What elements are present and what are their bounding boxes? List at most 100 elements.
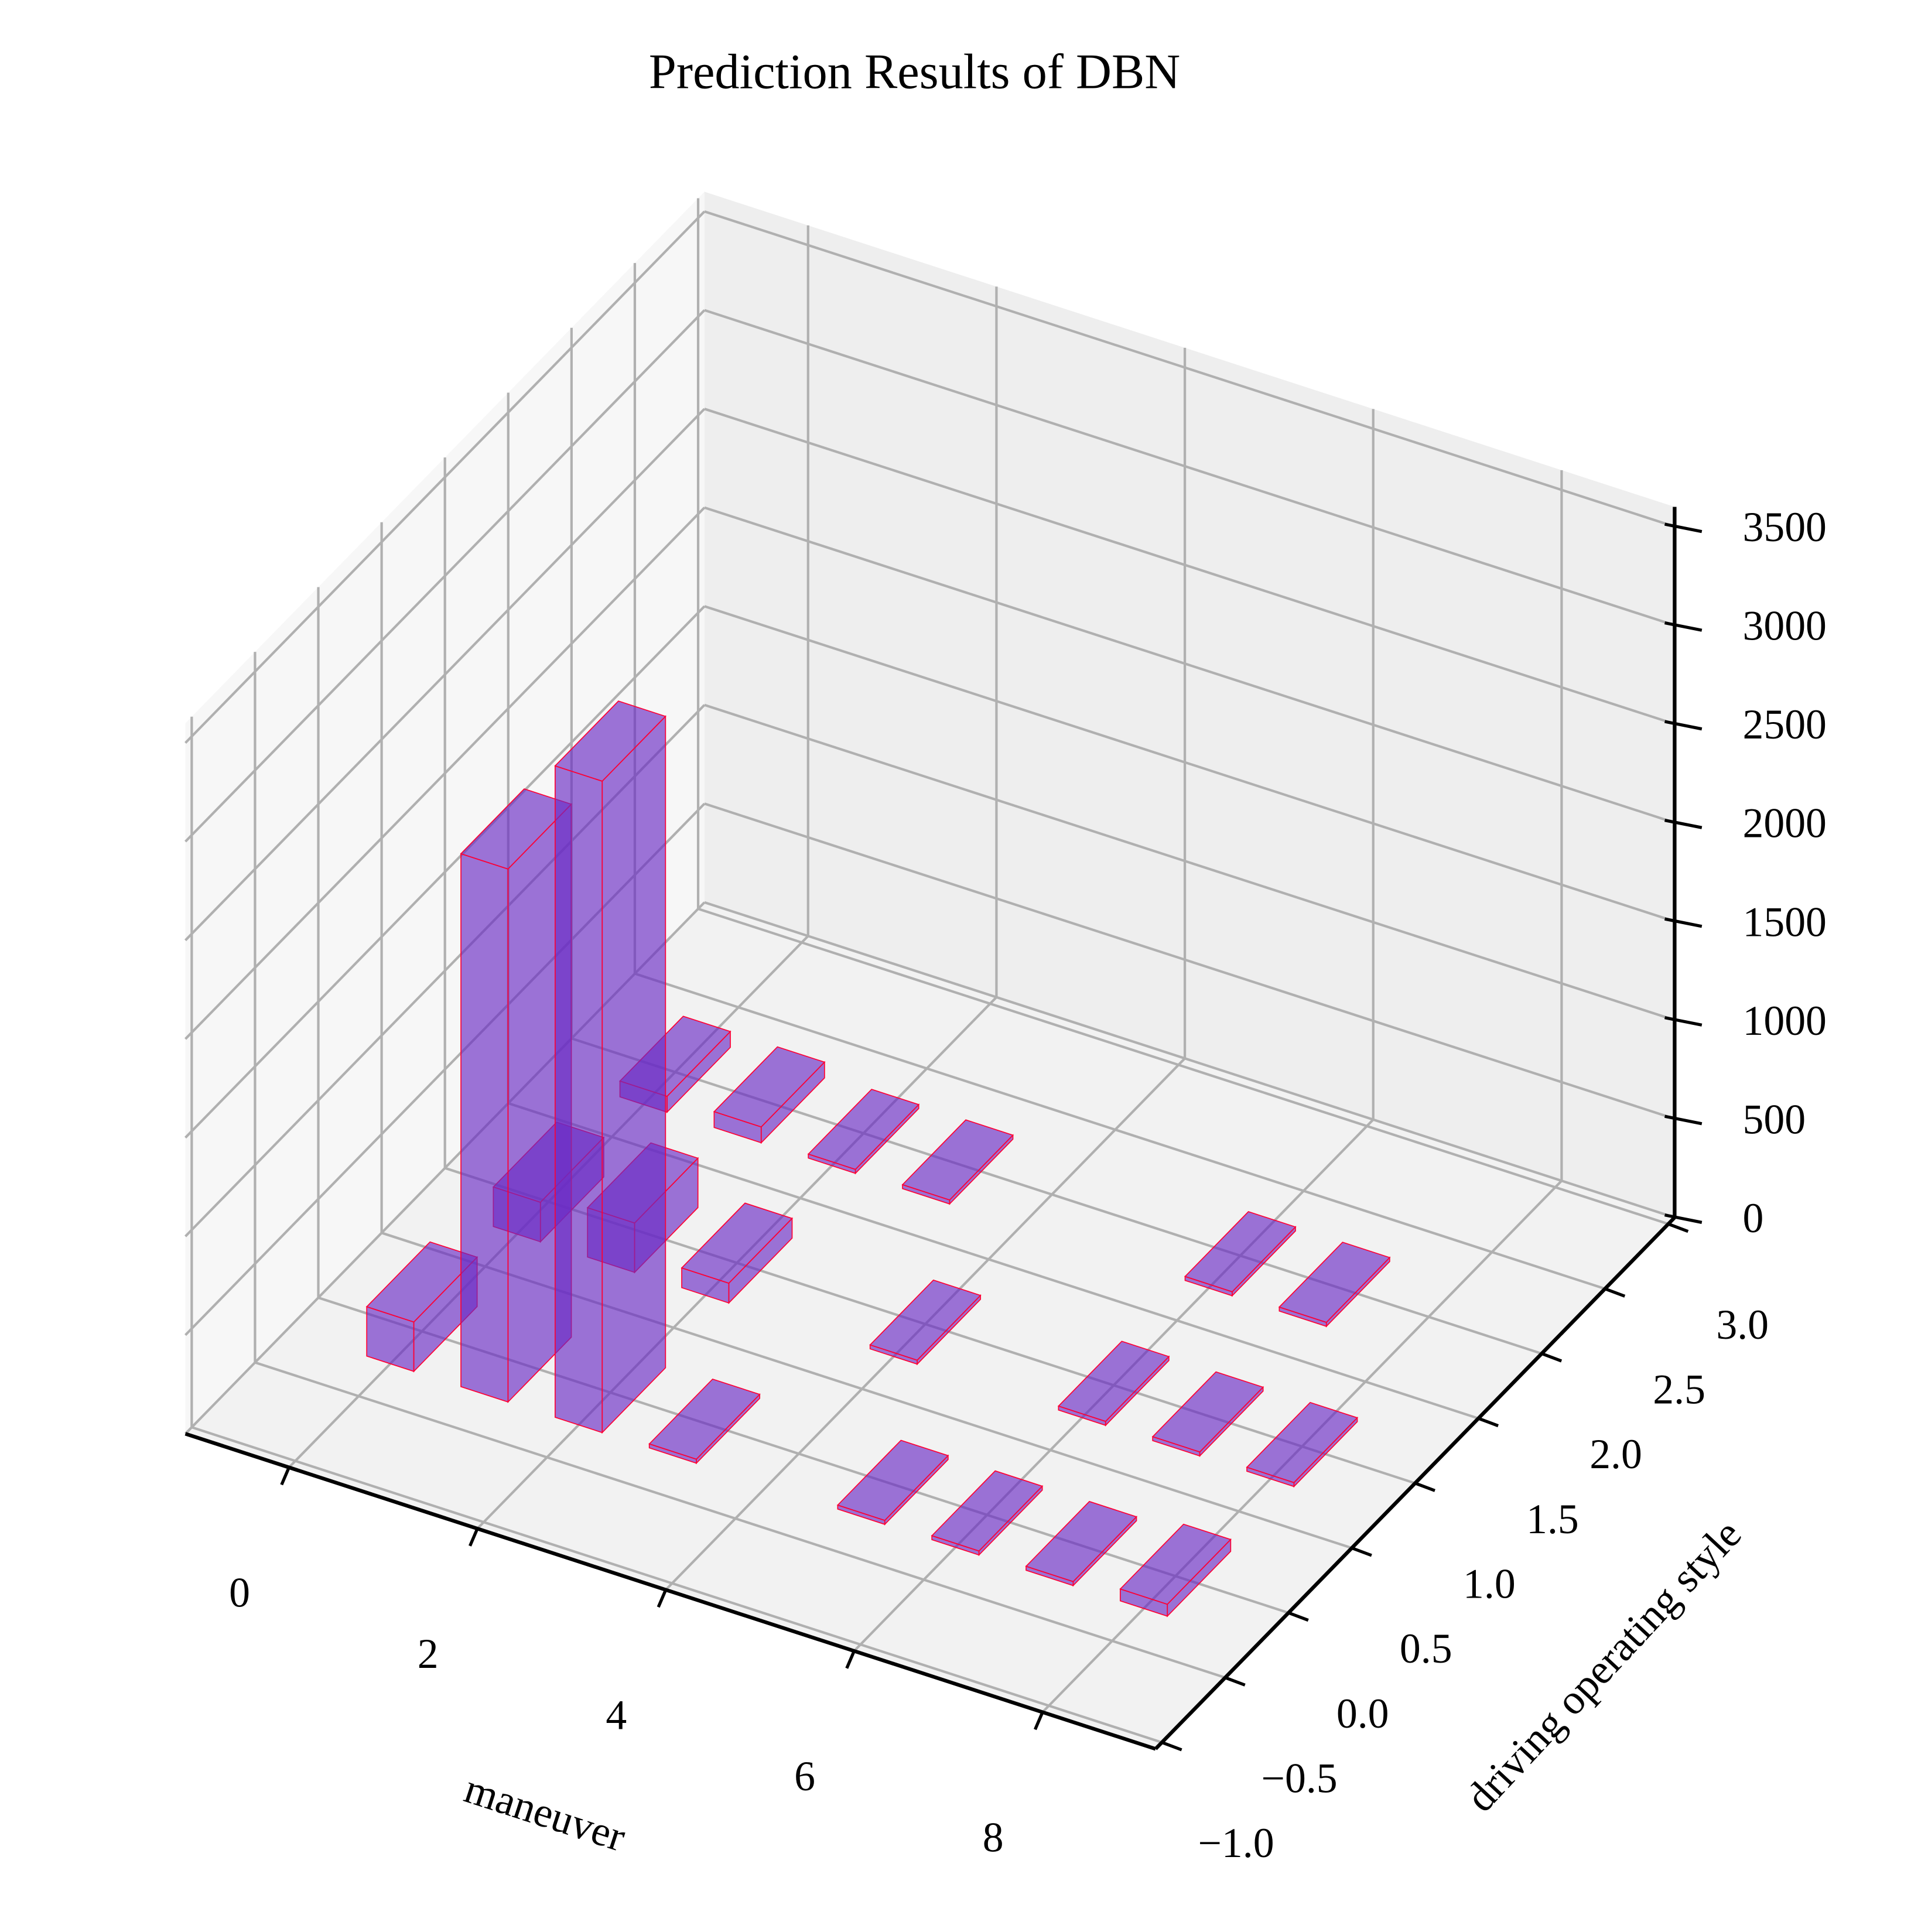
bar-face <box>460 853 509 1403</box>
bar <box>648 1378 761 1465</box>
y-tick-label: 0.0 <box>1336 1690 1389 1737</box>
grid-line <box>704 506 1676 824</box>
y-tick <box>1667 1222 1689 1233</box>
bar-face <box>601 715 666 1434</box>
z-tick-label: 1500 <box>1742 898 1826 945</box>
bar-face <box>1184 1211 1297 1292</box>
bar-face <box>931 1470 1044 1552</box>
y-tick <box>1414 1482 1435 1492</box>
bar-face <box>1278 1242 1391 1324</box>
z-tick <box>1664 917 1703 928</box>
x-tick <box>1034 1711 1044 1731</box>
bar <box>1278 1242 1391 1328</box>
bar <box>554 700 666 1434</box>
y-tick <box>1225 1676 1246 1687</box>
grid-line <box>704 309 1676 627</box>
bar-face <box>869 1279 982 1361</box>
grid-line <box>704 802 1676 1120</box>
z-tick-label: 3500 <box>1742 504 1826 550</box>
bar-face <box>554 700 666 782</box>
bar <box>931 1470 1044 1557</box>
z-tick <box>1664 522 1703 534</box>
y-tick-label: −0.5 <box>1262 1755 1338 1801</box>
grid-line <box>184 408 706 942</box>
x-tick-label: 6 <box>794 1753 815 1800</box>
bar-face <box>836 1439 949 1521</box>
x-tick-label: 2 <box>418 1630 439 1677</box>
grid-line <box>184 309 706 843</box>
y-tick <box>1351 1546 1372 1557</box>
bar <box>1184 1211 1297 1297</box>
z-tick-label: 2000 <box>1742 800 1826 847</box>
grid-line <box>704 703 1676 1021</box>
bar <box>869 1279 982 1366</box>
bar <box>1057 1341 1170 1427</box>
z-tick-label: 500 <box>1742 1096 1806 1143</box>
z-tick-label: 2500 <box>1742 701 1826 748</box>
grid-line <box>704 210 1676 528</box>
bar <box>681 1202 794 1304</box>
grid-line <box>698 907 1669 1226</box>
bar-face <box>713 1046 826 1128</box>
bar <box>807 1089 920 1175</box>
z-tick <box>1664 1114 1703 1126</box>
bar <box>1151 1371 1264 1458</box>
y-axis-label: driving operating style <box>1457 1510 1750 1821</box>
grid-line <box>571 1037 1543 1355</box>
grid-line <box>184 507 706 1040</box>
bar-face <box>1151 1371 1264 1453</box>
x-tick <box>469 1528 479 1547</box>
x-tick <box>280 1466 290 1486</box>
x-tick <box>845 1650 856 1669</box>
z-tick <box>1664 720 1703 731</box>
z-tick <box>1664 1016 1703 1027</box>
y-tick-label: 3.0 <box>1716 1301 1769 1348</box>
z-tick <box>1664 819 1703 829</box>
grid-line <box>704 408 1676 726</box>
x-axis-label: maneuver <box>459 1765 631 1861</box>
z-tick-label: 3000 <box>1742 603 1826 649</box>
y-tick-label: 1.5 <box>1526 1496 1579 1543</box>
grid-line <box>704 605 1676 923</box>
y-tick-label: −1.0 <box>1198 1820 1274 1866</box>
y-tick <box>1288 1611 1309 1622</box>
grid-line <box>254 1361 1226 1679</box>
bar-face <box>554 765 603 1434</box>
bar-face <box>648 1378 761 1460</box>
bar-face <box>1025 1500 1138 1582</box>
y-tick-label: 1.0 <box>1463 1560 1516 1607</box>
bar <box>1025 1500 1138 1587</box>
y-tick-label: 0.5 <box>1400 1625 1452 1672</box>
grid-line <box>704 901 1676 1219</box>
grid-line <box>191 1426 1163 1744</box>
x-tick-label: 0 <box>229 1569 250 1616</box>
x-axis <box>184 1432 1157 1751</box>
bar <box>1246 1401 1359 1488</box>
x-tick-label: 4 <box>606 1692 627 1739</box>
y-tick-label: 2.5 <box>1653 1366 1705 1413</box>
y-tick <box>1161 1740 1182 1752</box>
grid-line <box>634 972 1606 1290</box>
z-tick-label: 0 <box>1742 1195 1763 1242</box>
y-tick <box>1541 1352 1563 1363</box>
z-tick-label: 1000 <box>1742 997 1826 1044</box>
y-axis <box>1154 1216 1676 1750</box>
bar-face <box>1246 1401 1359 1483</box>
bar <box>713 1046 826 1144</box>
z-tick <box>1664 621 1703 632</box>
y-tick <box>1604 1287 1626 1298</box>
bar-face <box>901 1119 1014 1201</box>
bar <box>901 1119 1014 1205</box>
z-tick <box>1664 1213 1703 1224</box>
bar-face <box>1119 1523 1232 1605</box>
bar-face <box>1057 1341 1170 1423</box>
bar <box>836 1439 949 1526</box>
chart-title: Prediction Results of DBN <box>649 45 1180 100</box>
bar <box>1119 1523 1232 1618</box>
x-tick-label: 8 <box>983 1814 1004 1861</box>
grid-line <box>184 605 706 1139</box>
bar-face <box>807 1089 920 1170</box>
y-tick-label: 2.0 <box>1589 1431 1642 1478</box>
x-tick <box>657 1589 668 1608</box>
